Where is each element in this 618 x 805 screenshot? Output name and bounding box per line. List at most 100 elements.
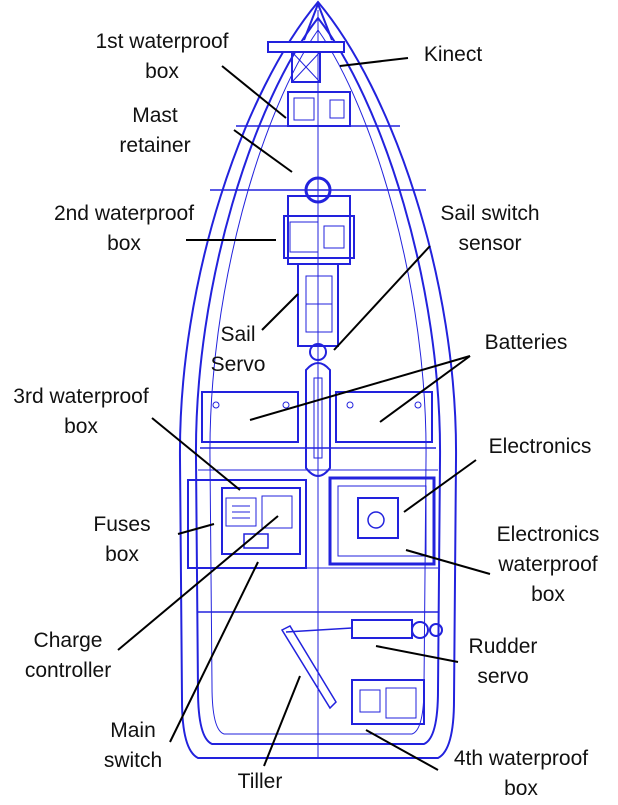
label-sail-servo: Sail Servo bbox=[198, 320, 278, 380]
charge-controller-shape bbox=[261, 495, 293, 529]
leader-sail-servo bbox=[261, 293, 299, 331]
battery-right-shape bbox=[335, 391, 433, 443]
leader-box4 bbox=[365, 729, 439, 771]
label-main-switch-line1: Main bbox=[110, 719, 156, 742]
leader-batteries-left bbox=[249, 355, 471, 421]
sail-switch-sensor-shape bbox=[309, 343, 327, 361]
leader-box1 bbox=[221, 65, 287, 119]
kinect-body bbox=[291, 51, 321, 83]
label-fuses: Fuses box bbox=[74, 510, 170, 570]
label-charge-line2: controller bbox=[24, 659, 112, 682]
trunk-upper bbox=[287, 195, 351, 265]
label-sail-servo-line2: Servo bbox=[210, 353, 266, 376]
label-mast: Mast retainer bbox=[100, 101, 210, 161]
leader-main-switch bbox=[169, 561, 259, 743]
label-box3-line1: 3rd waterproof bbox=[13, 385, 149, 408]
label-box4-line1: 4th waterproof bbox=[453, 747, 589, 770]
label-elec-box-line3: box bbox=[531, 583, 565, 606]
label-batteries-line1: Batteries bbox=[484, 331, 568, 354]
label-tiller-line1: Tiller bbox=[237, 770, 283, 793]
label-box2-line2: box bbox=[107, 232, 141, 255]
box3-shape bbox=[221, 487, 301, 555]
box4-module bbox=[385, 687, 417, 719]
electronics-inner-frame bbox=[337, 485, 427, 557]
label-sail-switch: Sail switch sensor bbox=[422, 199, 558, 259]
kinect-body-cross-2 bbox=[291, 51, 321, 83]
leader-sail-switch bbox=[333, 245, 431, 351]
bow-pulpit bbox=[303, 1, 333, 41]
label-rudder-line2: servo bbox=[477, 665, 529, 688]
label-box2-line1: 2nd waterproof bbox=[53, 202, 195, 225]
box4-shape bbox=[351, 679, 425, 725]
label-charge: Charge controller bbox=[8, 626, 128, 686]
electronics-waterproof-box-shape bbox=[328, 476, 436, 566]
label-main-switch-line2: switch bbox=[103, 749, 163, 772]
leader-batteries-right bbox=[379, 355, 471, 423]
kinect-mount bbox=[267, 41, 345, 53]
mast-ring bbox=[304, 176, 332, 204]
label-kinect-line1: Kinect bbox=[423, 43, 483, 66]
tiller-shape bbox=[280, 625, 337, 710]
box2-module bbox=[289, 221, 319, 253]
label-box3: 3rd waterproof box bbox=[0, 382, 162, 442]
leader-tiller bbox=[263, 675, 301, 767]
label-rudder-line1: Rudder bbox=[468, 635, 538, 658]
label-main-switch: Main switch bbox=[90, 716, 176, 776]
label-box1-line1: 1st waterproof bbox=[95, 30, 229, 53]
label-elec-box-line1: Electronics bbox=[496, 523, 600, 546]
box4-module bbox=[359, 689, 381, 713]
label-electronics: Electronics bbox=[472, 432, 608, 462]
battery-right-terminal bbox=[346, 401, 354, 409]
electronics-chip bbox=[367, 511, 385, 529]
label-sail-switch-line1: Sail switch bbox=[440, 202, 540, 225]
box1-shape bbox=[287, 91, 351, 127]
leader-fuses bbox=[177, 523, 215, 535]
box2-shape bbox=[283, 215, 355, 259]
boat-hull bbox=[178, 0, 458, 759]
label-rudder: Rudder servo bbox=[448, 632, 558, 692]
leader-charge bbox=[117, 515, 279, 651]
battery-right-terminal bbox=[414, 401, 422, 409]
keel-trunk bbox=[305, 362, 331, 477]
label-box4: 4th waterproof box bbox=[434, 744, 608, 804]
label-elec-box-line2: waterproof bbox=[498, 553, 598, 576]
label-box2: 2nd waterproof box bbox=[34, 199, 214, 259]
leader-electronics bbox=[403, 459, 477, 513]
label-fuses-line2: box bbox=[105, 543, 139, 566]
rudder-servo-gear bbox=[429, 623, 443, 637]
leader-mast bbox=[233, 129, 293, 173]
leader-elec-box bbox=[405, 549, 491, 575]
box3-frame bbox=[187, 479, 307, 569]
leader-kinect bbox=[339, 57, 409, 67]
label-charge-line1: Charge bbox=[33, 629, 103, 652]
rudder-servo-shape bbox=[351, 619, 413, 639]
box1-module bbox=[329, 99, 345, 119]
box2-module bbox=[323, 225, 345, 249]
keel-slot bbox=[313, 377, 323, 459]
label-box1-line2: box bbox=[145, 60, 179, 83]
leader-box3 bbox=[151, 417, 241, 491]
battery-left-terminal bbox=[282, 401, 290, 409]
servo-bay bbox=[297, 263, 339, 347]
label-box1: 1st waterproof box bbox=[82, 27, 242, 87]
fuses-box-shape bbox=[225, 497, 257, 527]
label-sail-servo-line1: Sail bbox=[220, 323, 256, 346]
leader-lines bbox=[117, 57, 491, 771]
label-elec-box: Electronics waterproof box bbox=[480, 520, 616, 610]
label-mast-line1: Mast bbox=[132, 104, 178, 127]
label-tiller: Tiller bbox=[222, 767, 298, 797]
label-sail-switch-line2: sensor bbox=[458, 232, 522, 255]
label-kinect: Kinect bbox=[408, 40, 498, 70]
label-box4-line2: box bbox=[504, 777, 538, 800]
box1-module bbox=[293, 97, 315, 121]
label-fuses-line1: Fuses bbox=[93, 513, 151, 536]
battery-left-terminal bbox=[212, 401, 220, 409]
label-electronics-line1: Electronics bbox=[488, 435, 592, 458]
label-batteries: Batteries bbox=[464, 328, 588, 358]
battery-left-shape bbox=[201, 391, 299, 443]
electronics-board-shape bbox=[357, 497, 399, 539]
label-box3-line2: box bbox=[64, 415, 98, 438]
label-mast-line2: retainer bbox=[119, 134, 191, 157]
leader-rudder bbox=[375, 645, 459, 663]
